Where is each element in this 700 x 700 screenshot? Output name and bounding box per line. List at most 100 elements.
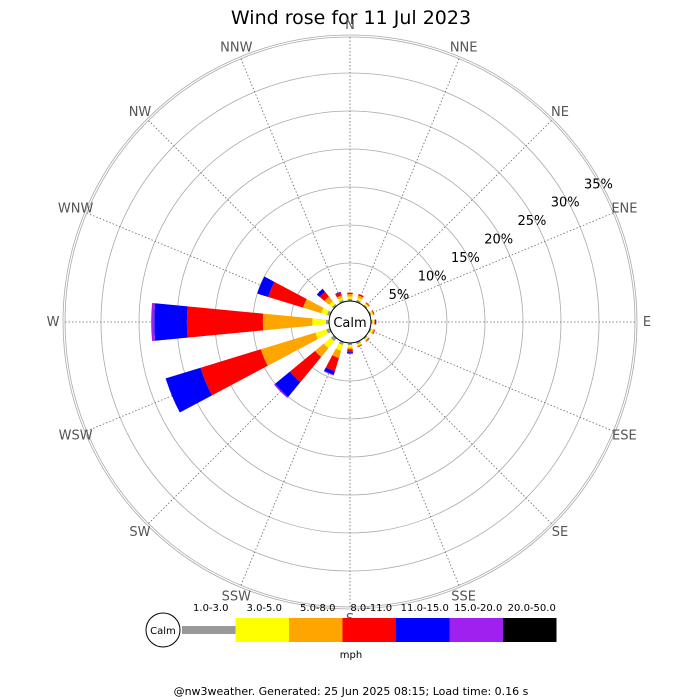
- ring-label: 20%: [484, 233, 513, 248]
- bar-w-8.0-11.0: [186, 306, 264, 338]
- ring-label: 35%: [584, 177, 613, 192]
- bar-sw-3.0-5.0: [323, 337, 335, 349]
- legend-calm-circle: [145, 612, 181, 648]
- chart-title: Wind rose for 11 Jul 2023: [231, 7, 471, 29]
- bar-se-8.0-11.0: [365, 337, 370, 342]
- direction-label-w: W: [47, 315, 60, 330]
- legend-unit: mph: [340, 650, 362, 661]
- bar-sw-1.0-3.0: [330, 335, 337, 342]
- bar-nw-3.0-5.0: [329, 301, 336, 308]
- legend-swatch: [182, 626, 236, 634]
- legend-label: 5.0-8.0: [300, 603, 335, 614]
- legend-label: 8.0-11.0: [350, 603, 392, 614]
- calm-circle: [328, 300, 372, 344]
- bar-se-3.0-5.0: [364, 336, 369, 341]
- bar-ne-1.0-3.0: [363, 304, 368, 309]
- legend-label: 20.0-50.0: [508, 603, 556, 614]
- bar-nnw-11.0-15.0: [335, 291, 341, 295]
- bar-ssw-11.0-15.0: [324, 367, 335, 375]
- direction-label-n: N: [345, 18, 355, 33]
- direction-label-wnw: WNW: [58, 201, 94, 216]
- ring-label: 15%: [451, 251, 480, 266]
- bar-nnw-1.0-3.0: [339, 299, 344, 304]
- legend-label: 15.0-20.0: [454, 603, 502, 614]
- bar-w-15.0-20.0: [151, 302, 156, 342]
- calm-center: Calm: [328, 300, 372, 344]
- direction-label-ese: ESE: [612, 429, 637, 444]
- bar-e-11.0-15.0: [375, 319, 377, 325]
- bar-nnw-5.0-8.0: [336, 295, 343, 300]
- ring-label: 25%: [517, 214, 546, 229]
- direction-label-sw: SW: [129, 525, 150, 540]
- bar-sw-5.0-8.0: [315, 343, 329, 357]
- grid-ring: [62, 34, 638, 610]
- legend-swatch: [289, 618, 343, 642]
- ring-label: 5%: [389, 288, 410, 303]
- bar-n-3.0-5.0: [347, 296, 353, 299]
- bar-wnw-3.0-5.0: [321, 307, 329, 315]
- speed-legend: Calm mph 1.0-3.0 3.0-5.0 5.0-8.0 8.0-11.0 11…: [145, 603, 557, 661]
- bar-s-3.0-5.0: [347, 345, 353, 348]
- direction-labels: NNNENEENEEESESESSESSSWSWWSWWWNWNWNNW: [47, 18, 652, 627]
- spoke-nne: [357, 58, 460, 303]
- bar-s-5.0-8.0: [347, 347, 353, 350]
- bar-wsw-11.0-15.0: [165, 367, 213, 413]
- ring-label: 10%: [418, 269, 447, 284]
- direction-label-se: SE: [552, 525, 568, 540]
- bar-sse-8.0-11.0: [357, 344, 363, 348]
- bar-nne-1.0-3.0: [356, 299, 361, 304]
- bar-sse-3.0-5.0: [356, 342, 362, 346]
- bar-ene-5.0-8.0: [371, 310, 374, 315]
- ring-label: 30%: [551, 196, 580, 211]
- bar-wnw-8.0-11.0: [268, 281, 307, 308]
- direction-label-nw: NW: [129, 105, 152, 120]
- bar-e-3.0-5.0: [372, 319, 375, 325]
- bar-n-5.0-8.0: [347, 294, 353, 297]
- bar-ne-3.0-5.0: [364, 303, 369, 308]
- bar-sse-1.0-3.0: [356, 340, 361, 345]
- bar-nne-8.0-11.0: [358, 293, 364, 298]
- bar-wsw-3.0-5.0: [315, 329, 329, 339]
- spoke-sse: [357, 341, 460, 586]
- bar-ese-8.0-11.0: [372, 329, 376, 335]
- bar-w-3.0-5.0: [312, 318, 327, 326]
- direction-label-ne: NE: [551, 105, 569, 120]
- legend-calm-label: Calm: [150, 626, 176, 637]
- bar-wsw-8.0-11.0: [200, 349, 268, 396]
- bar-nne-5.0-8.0: [357, 295, 364, 300]
- direction-label-nnw: NNW: [220, 41, 252, 56]
- bar-n-8.0-11.0: [347, 292, 353, 295]
- legend-swatch: [235, 618, 289, 642]
- bar-nnw-8.0-11.0: [335, 292, 342, 298]
- spoke-nnw: [240, 58, 343, 303]
- bar-ese-3.0-5.0: [369, 328, 373, 334]
- bar-nw-1.0-3.0: [332, 304, 337, 309]
- bar-w-1.0-3.0: [325, 319, 330, 325]
- bar-w-11.0-15.0: [154, 303, 188, 341]
- bar-ne-8.0-11.0: [365, 302, 370, 307]
- legend-label: 11.0-15.0: [401, 603, 449, 614]
- bar-nne-3.0-5.0: [356, 297, 362, 302]
- bar-wnw-5.0-8.0: [303, 298, 324, 314]
- spoke-nw: [148, 120, 336, 308]
- direction-label-e: E: [643, 315, 651, 330]
- bar-ssw-3.0-5.0: [335, 343, 343, 351]
- legend-label: 1.0-3.0: [193, 603, 228, 614]
- bar-s-1.0-3.0: [347, 342, 353, 346]
- bar-e-5.0-8.0: [373, 319, 375, 325]
- bar-sw-11.0-15.0: [275, 371, 301, 397]
- bar-ene-3.0-5.0: [369, 310, 373, 316]
- bar-se-5.0-8.0: [365, 337, 370, 342]
- bar-wnw-11.0-15.0: [257, 276, 275, 297]
- wind-bars: [151, 276, 377, 413]
- ring-labels: 5% 10% 15% 20% 25% 30% 35%: [389, 177, 613, 303]
- legend-swatch: [449, 618, 503, 642]
- bar-sse-5.0-8.0: [357, 343, 362, 347]
- bar-se-1.0-3.0: [363, 335, 368, 340]
- footer-text: @nw3weather. Generated: 25 Jun 2025 08:1…: [174, 685, 529, 698]
- bar-ssw-8.0-11.0: [325, 355, 339, 372]
- bar-s-8.0-11.0: [347, 348, 353, 353]
- bar-wsw-5.0-8.0: [260, 332, 319, 366]
- bar-w-5.0-8.0: [262, 313, 313, 331]
